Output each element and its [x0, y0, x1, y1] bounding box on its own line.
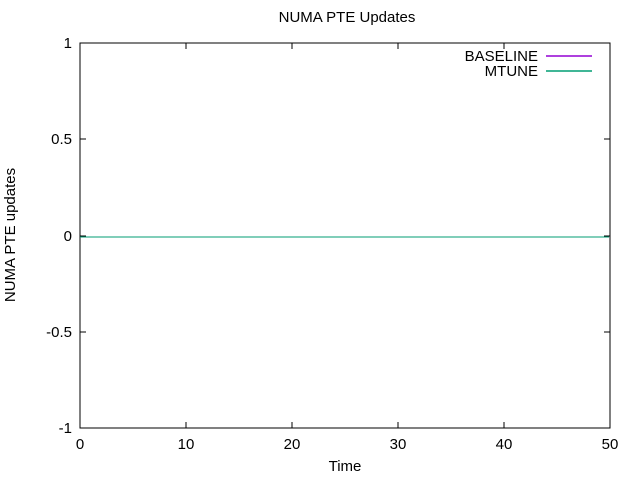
y-tick-labels: 1 0.5 0 -0.5 -1	[46, 35, 72, 437]
x-tick-label: 50	[602, 436, 619, 453]
x-tick-label: 20	[284, 436, 301, 453]
x-tick-label: 10	[178, 436, 195, 453]
x-tick-label: 40	[496, 436, 513, 453]
y-tick-label: 1	[64, 35, 72, 52]
plot-border	[79, 42, 611, 429]
x-tick-labels: 0 10 20 30 40 50	[76, 436, 619, 453]
legend: BASELINE MTUNE	[465, 48, 592, 80]
chart-title: NUMA PTE Updates	[279, 9, 416, 26]
x-ticks-top	[79, 43, 611, 49]
y-axis-label: NUMA PTE updates	[2, 168, 19, 302]
y-ticks-left	[80, 42, 86, 429]
x-tick-label: 0	[76, 436, 84, 453]
y-tick-label: 0	[64, 228, 72, 245]
y-tick-label: -1	[59, 420, 72, 437]
y-tick-label: -0.5	[46, 324, 72, 341]
y-ticks-right	[604, 42, 610, 429]
x-ticks-bottom	[79, 422, 611, 428]
y-tick-label: 0.5	[51, 131, 72, 148]
x-tick-label: 30	[390, 436, 407, 453]
legend-label-mtune: MTUNE	[485, 63, 538, 80]
legend-label-baseline: BASELINE	[465, 48, 538, 65]
x-axis-label: Time	[329, 458, 362, 475]
